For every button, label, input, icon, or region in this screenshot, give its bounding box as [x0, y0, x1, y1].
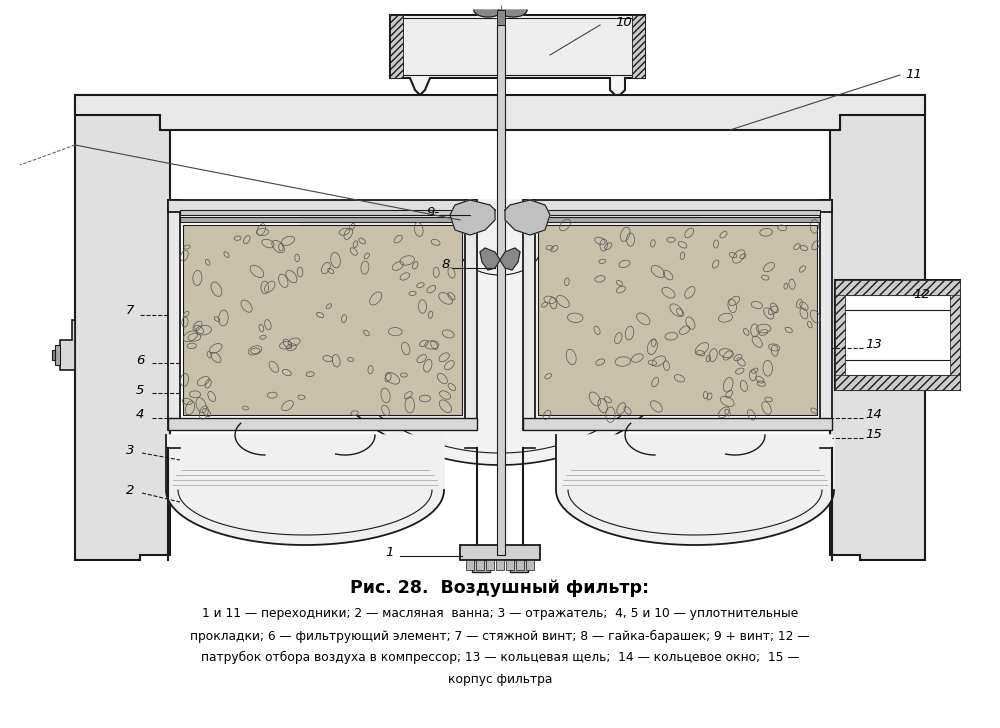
Text: 12: 12	[913, 288, 930, 301]
Text: патрубок отбора воздуха в компрессор; 13 — кольцевая щель;  14 — кольцевое окно;: патрубок отбора воздуха в компрессор; 13…	[201, 650, 799, 663]
Polygon shape	[497, 25, 505, 555]
Polygon shape	[506, 560, 514, 570]
Polygon shape	[820, 200, 832, 430]
Polygon shape	[486, 560, 494, 570]
Polygon shape	[395, 18, 640, 75]
Polygon shape	[465, 200, 477, 430]
Polygon shape	[830, 95, 925, 560]
Text: 11: 11	[905, 68, 922, 82]
Text: 10: 10	[615, 15, 632, 28]
Text: 1 и 11 — переходники; 2 — масляная  ванна; 3 — отражатель;  4, 5 и 10 — уплотнит: 1 и 11 — переходники; 2 — масляная ванна…	[202, 606, 798, 620]
Polygon shape	[556, 435, 834, 545]
Polygon shape	[75, 95, 170, 560]
Polygon shape	[835, 280, 960, 390]
Polygon shape	[180, 210, 465, 215]
Polygon shape	[168, 418, 477, 430]
Text: 4: 4	[136, 408, 144, 422]
Polygon shape	[523, 200, 535, 430]
Polygon shape	[835, 375, 960, 390]
Text: 1: 1	[386, 547, 394, 560]
Polygon shape	[632, 15, 645, 78]
Polygon shape	[474, 10, 502, 17]
Polygon shape	[835, 280, 845, 390]
Polygon shape	[55, 345, 60, 365]
Text: 6: 6	[136, 354, 144, 366]
Polygon shape	[526, 560, 534, 570]
Text: 3: 3	[126, 443, 134, 456]
Polygon shape	[950, 280, 960, 390]
Polygon shape	[166, 435, 444, 545]
Polygon shape	[835, 280, 960, 295]
Polygon shape	[75, 95, 925, 130]
Polygon shape	[168, 200, 477, 212]
Polygon shape	[168, 200, 180, 430]
Polygon shape	[180, 217, 465, 222]
Polygon shape	[535, 217, 820, 222]
Text: корпус фильтра: корпус фильтра	[448, 673, 552, 686]
Polygon shape	[499, 10, 527, 17]
Polygon shape	[523, 200, 832, 212]
Polygon shape	[835, 295, 955, 375]
Polygon shape	[472, 560, 490, 572]
Text: 9-: 9-	[427, 207, 440, 220]
Polygon shape	[52, 350, 55, 360]
Polygon shape	[505, 200, 550, 235]
Text: 8: 8	[442, 258, 450, 272]
Polygon shape	[500, 248, 520, 270]
Polygon shape	[466, 560, 474, 570]
Polygon shape	[460, 545, 540, 560]
Polygon shape	[496, 560, 504, 570]
Polygon shape	[510, 560, 528, 572]
Text: 2: 2	[126, 483, 134, 496]
Polygon shape	[450, 200, 495, 235]
Polygon shape	[476, 560, 484, 570]
Text: 7: 7	[126, 304, 134, 317]
Bar	[538, 225, 817, 415]
Polygon shape	[516, 560, 524, 570]
Text: 15: 15	[865, 429, 882, 441]
Text: 14: 14	[865, 408, 882, 422]
Polygon shape	[497, 10, 505, 25]
Polygon shape	[535, 210, 820, 215]
Polygon shape	[835, 310, 955, 360]
Polygon shape	[60, 320, 75, 370]
Text: Рис. 28.  Воздушный фильтр:: Рис. 28. Воздушный фильтр:	[350, 579, 650, 597]
Bar	[183, 225, 462, 415]
Text: прокладки; 6 — фильтрующий элемент; 7 — стяжной винт; 8 — гайка-барашек; 9 + вин: прокладки; 6 — фильтрующий элемент; 7 — …	[190, 630, 810, 643]
Text: 13: 13	[865, 339, 882, 352]
Polygon shape	[523, 418, 832, 430]
Text: 5: 5	[136, 384, 144, 397]
Polygon shape	[390, 15, 645, 95]
Polygon shape	[300, 200, 700, 465]
Polygon shape	[480, 248, 500, 270]
Polygon shape	[390, 15, 403, 78]
